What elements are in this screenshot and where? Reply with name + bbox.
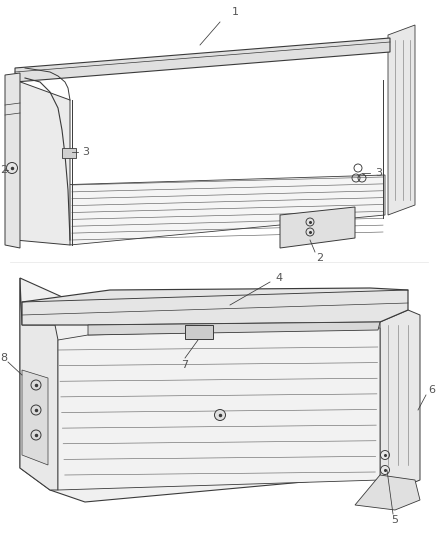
Polygon shape bbox=[88, 322, 380, 335]
Polygon shape bbox=[20, 278, 415, 502]
Polygon shape bbox=[55, 175, 385, 245]
Text: 2: 2 bbox=[0, 165, 7, 175]
Polygon shape bbox=[22, 288, 408, 325]
Polygon shape bbox=[22, 370, 48, 465]
Text: 7: 7 bbox=[181, 360, 189, 370]
Text: 2: 2 bbox=[316, 253, 324, 263]
Polygon shape bbox=[388, 25, 415, 215]
Text: 6: 6 bbox=[428, 385, 435, 395]
Text: 3: 3 bbox=[375, 168, 382, 178]
Text: 3: 3 bbox=[82, 147, 89, 157]
Polygon shape bbox=[15, 38, 390, 82]
Polygon shape bbox=[20, 278, 58, 490]
Polygon shape bbox=[5, 73, 20, 248]
Text: 5: 5 bbox=[392, 515, 399, 525]
Bar bbox=[185, 325, 213, 339]
Text: 1: 1 bbox=[232, 7, 239, 17]
Polygon shape bbox=[280, 207, 355, 248]
Polygon shape bbox=[15, 80, 70, 245]
Text: 8: 8 bbox=[0, 353, 7, 363]
Polygon shape bbox=[58, 328, 380, 490]
Polygon shape bbox=[380, 310, 420, 490]
Polygon shape bbox=[355, 475, 420, 510]
Bar bbox=[62, 148, 76, 158]
Circle shape bbox=[215, 409, 226, 421]
Text: 4: 4 bbox=[275, 273, 282, 283]
